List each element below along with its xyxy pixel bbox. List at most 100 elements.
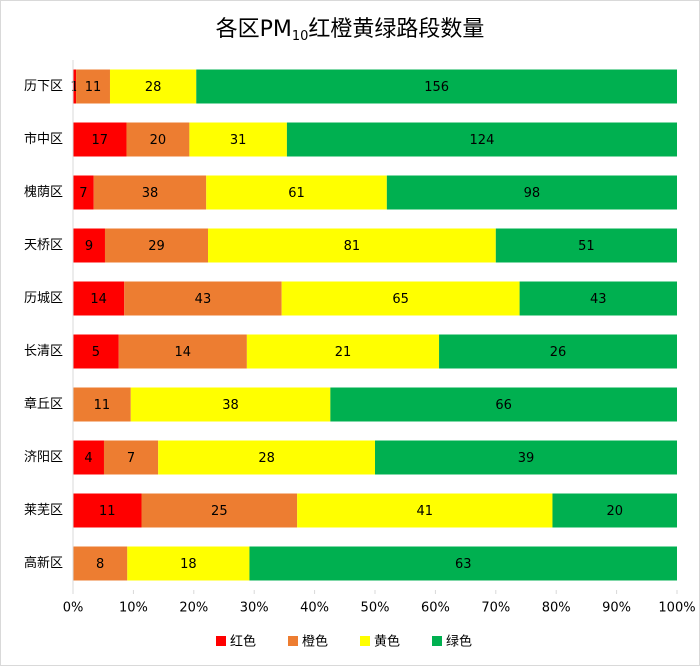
x-tick-label: 30% <box>240 601 269 616</box>
bar-segment <box>206 175 387 210</box>
bar-segment <box>76 69 110 104</box>
data-label: 61 <box>288 186 305 201</box>
data-label: 11 <box>85 80 102 95</box>
y-tick-label: 章丘区 <box>24 396 63 412</box>
bar-segment <box>109 69 197 104</box>
bar-segment <box>126 122 190 157</box>
bar-segment <box>330 387 677 422</box>
x-tick-label: 90% <box>602 601 631 616</box>
bar-segment <box>552 493 677 528</box>
y-tick-label: 历城区 <box>24 291 63 306</box>
y-tick-label: 市中区 <box>24 131 63 147</box>
bar-segment <box>73 440 104 475</box>
bar-segment <box>127 546 250 581</box>
data-label: 51 <box>578 239 595 254</box>
data-label: 39 <box>518 451 535 466</box>
data-label: 18 <box>180 557 197 572</box>
data-label: 26 <box>550 345 567 360</box>
bar-segment <box>73 228 105 263</box>
data-label: 25 <box>211 504 228 519</box>
legend-label: 黄色 <box>374 634 400 650</box>
data-label: 7 <box>127 451 135 466</box>
bar-segment <box>246 334 440 369</box>
bar-segment <box>249 546 677 581</box>
y-tick-label: 历下区 <box>24 79 63 94</box>
data-label: 41 <box>417 504 434 519</box>
x-tick-label: 40% <box>300 601 329 616</box>
data-label: 11 <box>94 398 111 413</box>
bar-segment <box>141 493 298 528</box>
x-tick-label: 60% <box>421 601 450 616</box>
data-label: 98 <box>524 186 541 201</box>
data-label: 28 <box>258 451 275 466</box>
x-tick-label: 70% <box>481 601 510 616</box>
data-label: 124 <box>470 133 495 148</box>
data-label: 156 <box>424 80 449 95</box>
bar-segment <box>73 69 77 104</box>
y-tick-label: 高新区 <box>24 555 63 571</box>
bar-segment <box>439 334 677 369</box>
title-part: 红橙黄绿路段数量 <box>308 17 484 42</box>
legend-swatch <box>432 636 442 646</box>
bar-segment <box>124 281 282 316</box>
y-tick-label: 天桥区 <box>24 238 63 253</box>
bar-segment <box>73 175 94 210</box>
bar-segment <box>286 122 677 157</box>
bar-segment <box>495 228 677 263</box>
x-tick-label: 80% <box>542 601 571 616</box>
bar-segment <box>73 122 127 157</box>
data-label: 66 <box>495 398 512 413</box>
y-tick-label: 槐荫区 <box>24 184 63 200</box>
bar-segment <box>73 334 119 369</box>
data-label: 43 <box>195 292 212 307</box>
data-label: 7 <box>79 186 87 201</box>
data-label: 65 <box>392 292 409 307</box>
data-label: 20 <box>150 133 167 148</box>
x-tick-label: 100% <box>658 601 695 616</box>
data-label: 43 <box>590 292 607 307</box>
bar-segment <box>73 387 131 422</box>
bar-segment <box>297 493 553 528</box>
bar-segment <box>519 281 677 316</box>
data-label: 29 <box>148 239 165 254</box>
x-tick-label: 20% <box>179 601 208 616</box>
data-label: 38 <box>222 398 239 413</box>
title-part: 各区PM <box>216 17 292 42</box>
bar-segment <box>104 228 209 263</box>
data-label: 17 <box>91 133 108 148</box>
bar-segment <box>196 69 677 104</box>
data-label: 8 <box>96 557 104 572</box>
data-label: 11 <box>99 504 116 519</box>
data-label: 81 <box>344 239 361 254</box>
data-label: 14 <box>90 292 107 307</box>
bar-segment <box>208 228 496 263</box>
x-tick-label: 50% <box>361 601 390 616</box>
data-label: 31 <box>230 133 247 148</box>
bar-segment <box>281 281 520 316</box>
data-label: 4 <box>84 451 92 466</box>
bar-segment <box>93 175 207 210</box>
data-label: 63 <box>455 557 472 572</box>
bar-segment <box>375 440 677 475</box>
bar-segment <box>73 546 128 581</box>
legend-label: 红色 <box>230 634 256 650</box>
legend-swatch <box>360 636 370 646</box>
y-tick-label: 济阳区 <box>24 450 63 465</box>
bar-segment <box>158 440 375 475</box>
legend-label: 橙色 <box>302 634 328 650</box>
data-label: 14 <box>175 345 192 360</box>
data-label: 38 <box>142 186 159 201</box>
title-subscript: 10 <box>292 29 309 44</box>
y-tick-label: 长清区 <box>24 344 63 359</box>
chart-title: 各区PM10红橙黄绿路段数量 <box>216 17 485 44</box>
bar-segment <box>189 122 287 157</box>
data-label: 9 <box>85 239 93 254</box>
bar-segment <box>118 334 247 369</box>
bar-segment <box>103 440 159 475</box>
data-label: 21 <box>335 345 352 360</box>
data-label: 20 <box>606 504 623 519</box>
data-label: 28 <box>145 80 162 95</box>
y-tick-label: 莱芜区 <box>24 503 63 518</box>
legend-swatch <box>216 636 226 646</box>
